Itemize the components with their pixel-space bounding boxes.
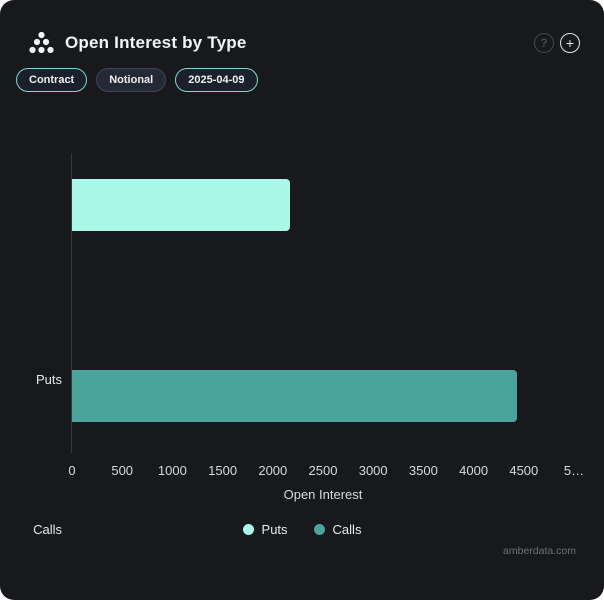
x-tick: 1000 bbox=[157, 463, 187, 478]
chip-notional[interactable]: Notional bbox=[96, 68, 167, 92]
legend-dot-puts bbox=[242, 524, 254, 535]
card-header: Open Interest by Type ? + bbox=[28, 30, 580, 56]
chart-legend: Puts Calls bbox=[0, 522, 604, 537]
add-icon[interactable]: + bbox=[560, 33, 580, 53]
x-tick: 500 bbox=[111, 463, 134, 478]
x-tick: 5… bbox=[563, 463, 585, 478]
x-tick: 4500 bbox=[509, 463, 539, 478]
x-tick: 3500 bbox=[408, 463, 438, 478]
legend-label: Puts bbox=[261, 522, 288, 537]
x-tick: 0 bbox=[68, 463, 76, 478]
x-axis-title: Open Interest bbox=[283, 487, 363, 502]
x-axis-ticks: 0 500 1000 1500 2000 2500 3000 3500 4000 4500 5… bbox=[68, 463, 584, 479]
x-tick: 2500 bbox=[308, 463, 338, 478]
legend-item-calls[interactable]: Calls bbox=[313, 522, 362, 537]
plot-area bbox=[71, 153, 574, 453]
chip-date[interactable]: 2025-04-09 bbox=[175, 68, 258, 92]
y-axis-line bbox=[71, 153, 72, 453]
x-tick: 3000 bbox=[358, 463, 388, 478]
x-tick: 2000 bbox=[258, 463, 288, 478]
legend-label: Calls bbox=[332, 522, 362, 537]
bar-puts[interactable] bbox=[72, 179, 290, 231]
chip-contract[interactable]: Contract bbox=[16, 68, 88, 92]
watermark: amberdata.com bbox=[503, 545, 576, 557]
legend-dot-calls bbox=[313, 524, 325, 535]
y-label-calls: Calls bbox=[33, 522, 62, 537]
y-label-puts: Puts bbox=[35, 372, 62, 387]
page-title: Open Interest by Type bbox=[65, 33, 247, 52]
bar-calls[interactable] bbox=[72, 370, 517, 422]
x-tick: 1500 bbox=[208, 463, 238, 478]
filter-chips: Contract Notional 2025-04-09 bbox=[16, 68, 258, 92]
header-buttons: ? + bbox=[534, 33, 580, 53]
help-icon[interactable]: ? bbox=[534, 33, 554, 53]
x-tick: 4000 bbox=[459, 463, 489, 478]
y-axis-labels: Puts Calls bbox=[0, 153, 62, 537]
legend-item-puts[interactable]: Puts bbox=[242, 522, 288, 537]
cluster-dots-icon bbox=[29, 31, 54, 54]
